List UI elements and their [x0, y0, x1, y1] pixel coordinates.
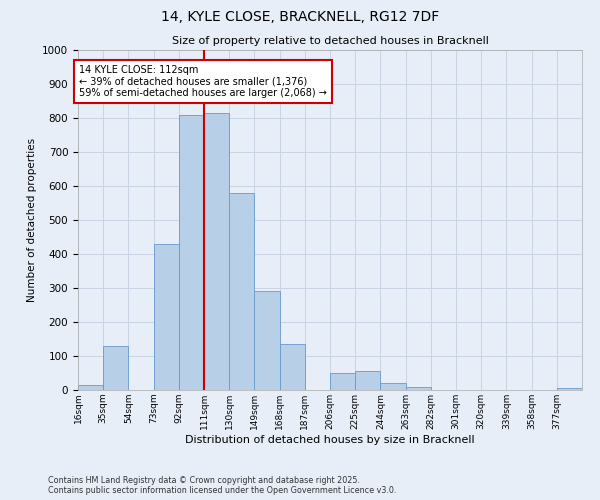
Bar — [557, 388, 582, 390]
Text: Contains HM Land Registry data © Crown copyright and database right 2025.
Contai: Contains HM Land Registry data © Crown c… — [48, 476, 397, 495]
Bar — [280, 344, 305, 390]
Bar — [406, 386, 431, 390]
Bar — [103, 346, 128, 390]
Title: Size of property relative to detached houses in Bracknell: Size of property relative to detached ho… — [172, 36, 488, 46]
Text: 14, KYLE CLOSE, BRACKNELL, RG12 7DF: 14, KYLE CLOSE, BRACKNELL, RG12 7DF — [161, 10, 439, 24]
Bar — [380, 383, 406, 390]
Bar — [330, 373, 355, 390]
X-axis label: Distribution of detached houses by size in Bracknell: Distribution of detached houses by size … — [185, 434, 475, 444]
Bar — [78, 385, 103, 390]
Bar — [355, 372, 380, 390]
Bar — [179, 114, 204, 390]
Bar — [204, 113, 229, 390]
Text: 14 KYLE CLOSE: 112sqm
← 39% of detached houses are smaller (1,376)
59% of semi-d: 14 KYLE CLOSE: 112sqm ← 39% of detached … — [79, 66, 327, 98]
Bar — [229, 193, 254, 390]
Y-axis label: Number of detached properties: Number of detached properties — [26, 138, 37, 302]
Bar — [254, 292, 280, 390]
Bar — [154, 244, 179, 390]
